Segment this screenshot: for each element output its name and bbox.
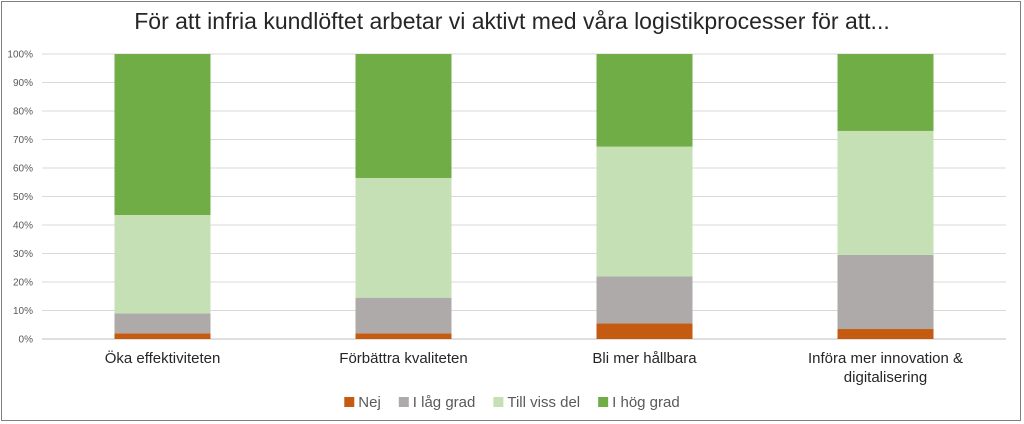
chart-title: För att infria kundlöftet arbetar vi akt… <box>134 8 890 34</box>
bar-segment <box>355 297 452 334</box>
bar-segment <box>596 54 693 147</box>
bar-segment <box>114 215 211 314</box>
legend-label: I låg grad <box>413 394 476 411</box>
y-tick-label: 30% <box>13 249 33 260</box>
y-tick-label: 100% <box>7 50 33 61</box>
legend-label: I hög grad <box>612 394 680 411</box>
bar-segment <box>355 333 452 339</box>
y-tick-label: 10% <box>13 306 33 317</box>
legend-item: I hög grad <box>598 394 680 411</box>
y-tick-label: 20% <box>13 278 33 289</box>
x-category-label: Bli mer hållbara <box>592 350 697 367</box>
bar-segment <box>114 313 211 334</box>
y-tick-label: 70% <box>13 135 33 146</box>
y-tick-label: 80% <box>13 107 33 118</box>
y-tick-label: 60% <box>13 164 33 175</box>
legend-item: Nej <box>344 394 381 411</box>
bar-segment <box>596 323 693 339</box>
bar-segment <box>596 146 693 277</box>
legend-label: Till viss del <box>507 394 580 411</box>
bar-segment <box>837 329 934 339</box>
y-tick-label: 40% <box>13 221 33 232</box>
legend-swatch <box>598 397 609 407</box>
x-category-label: Öka effektiviteten <box>105 349 221 367</box>
y-tick-label: 90% <box>13 78 33 89</box>
bar-segment <box>837 254 934 330</box>
x-category-label: Införa mer innovation & digitalisering <box>808 350 963 386</box>
legend-label: Nej <box>358 394 381 411</box>
bar-segment <box>114 54 211 216</box>
legend-swatch <box>398 397 409 407</box>
legend-item: I låg grad <box>398 394 476 411</box>
legend-swatch <box>493 397 504 407</box>
bar-segment <box>355 54 452 178</box>
bar-segment <box>837 130 934 255</box>
bar-segment <box>355 177 452 298</box>
legend-swatch <box>344 397 355 407</box>
legend-item: Till viss del <box>493 394 580 411</box>
bar-segment <box>114 333 211 339</box>
bar-segment <box>837 54 934 131</box>
y-tick-label: 50% <box>13 192 33 203</box>
bar-segment <box>596 276 693 324</box>
x-category-label: Förbättra kvaliteten <box>339 350 467 367</box>
y-tick-label: 0% <box>19 335 34 346</box>
